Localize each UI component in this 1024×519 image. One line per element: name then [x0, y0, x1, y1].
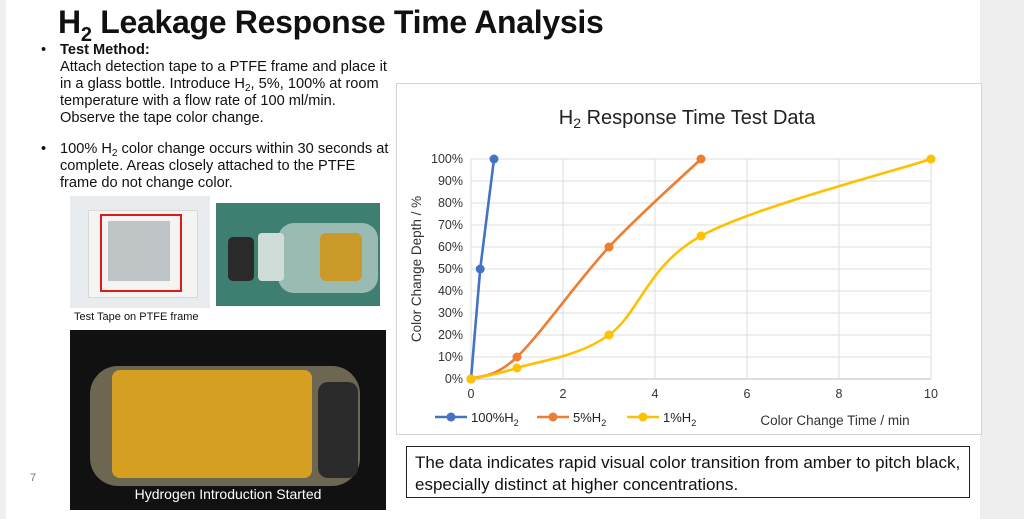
bullet-text: 100% H2 color change occurs within 30 se… [60, 141, 390, 192]
bullet-text: Attach detection tape to a PTFE frame an… [60, 59, 390, 127]
window-edge-left [0, 0, 6, 519]
window-edge-right [980, 0, 1024, 519]
data-point-1 [696, 154, 706, 164]
y-tick-label: 50% [438, 262, 463, 276]
bullet-text-a: Attach detection tape to a PTFE frame an… [60, 59, 387, 92]
response-time-chart: H2 Response Time Test Data 0% 10% 20% 30% 40%… [396, 83, 982, 435]
y-tick-label: 30% [438, 306, 463, 320]
y-tick-label: 40% [438, 284, 463, 298]
y-tick-label: 60% [438, 240, 463, 254]
bullet-dot-icon: • [41, 141, 47, 157]
data-point-2 [466, 374, 476, 384]
x-axis-label: Color Change Time / min [760, 413, 909, 428]
data-point-2 [604, 330, 614, 340]
y-tick-label: 0% [445, 372, 463, 386]
chart-title: H2 Response Time Test Data [559, 107, 816, 131]
series-line-1 [470, 158, 702, 381]
x-tick-label: 6 [744, 387, 751, 401]
bullet2-subscript: 2 [111, 148, 118, 159]
data-point-2 [926, 154, 936, 164]
bullet-observation: • 100% H2 color change occurs within 30 … [41, 141, 390, 192]
data-point-2 [512, 363, 522, 373]
legend-entry-0: 100%H2 [471, 410, 519, 428]
legend-marker-2 [638, 412, 648, 422]
data-point-1 [604, 242, 614, 252]
x-tick-label: 8 [836, 387, 843, 401]
bottle-neck [258, 233, 284, 281]
legend-entry-1: 5%H2 [573, 410, 606, 428]
slide-title: H2 Leakage Response Time Analysis [58, 4, 604, 45]
data-point-2 [696, 231, 706, 241]
bullet2-text-a: 100% H [60, 141, 112, 157]
y-tick-label: 80% [438, 196, 463, 210]
legend-marker-1 [548, 412, 558, 422]
amber-tape [320, 233, 362, 281]
photo-caption-hydrogen: Hydrogen Introduction Started [134, 486, 322, 502]
bullet-subscript: 2 [244, 83, 251, 94]
data-point-0 [489, 154, 499, 164]
bullet-dot-icon: • [41, 42, 47, 58]
title-main: H [58, 4, 81, 40]
y-tick-label: 100% [431, 152, 463, 166]
ptfe-frame-highlight [100, 214, 182, 292]
bottle-cap [228, 237, 254, 281]
y-tick-label: 10% [438, 350, 463, 364]
page-number: 7 [30, 472, 37, 484]
x-tick-label: 10 [924, 387, 938, 401]
x-tick-label: 2 [560, 387, 567, 401]
y-tick-label: 90% [438, 174, 463, 188]
jar-lid [318, 382, 358, 478]
y-tick-label: 70% [438, 218, 463, 232]
title-rest: Leakage Response Time Analysis [91, 4, 604, 40]
tape-pad [108, 221, 170, 281]
bullet-heading: Test Method: [60, 42, 150, 58]
bullet2-text-b: color change occurs within 30 seconds at… [60, 141, 389, 191]
legend-entry-2: 1%H2 [663, 410, 696, 428]
chart-svg: H2 Response Time Test Data 0% 10% 20% 30% 40%… [409, 107, 938, 428]
photo-caption-tape: Test Tape on PTFE frame [74, 311, 199, 323]
legend-marker-0 [446, 412, 456, 422]
y-axis-label: Color Change Depth / % [409, 196, 424, 342]
title-subscript: 2 [80, 24, 92, 46]
amber-tape [112, 370, 312, 478]
x-tick-label: 0 [468, 387, 475, 401]
x-tick-label: 4 [652, 387, 659, 401]
photo-test-tape [70, 196, 210, 308]
conclusion-callout: The data indicates rapid visual color tr… [406, 446, 970, 498]
y-tick-label: 20% [438, 328, 463, 342]
bullet-text-b: , 5%, 100% at room temperature with a fl… [60, 76, 379, 126]
data-point-0 [475, 264, 485, 274]
data-point-1 [512, 352, 522, 362]
photo-bottle-setup [216, 203, 380, 306]
bullet-test-method: • Test Method: Attach detection tape to … [41, 42, 390, 127]
photo-hydrogen-introduction: Hydrogen Introduction Started [70, 330, 386, 510]
